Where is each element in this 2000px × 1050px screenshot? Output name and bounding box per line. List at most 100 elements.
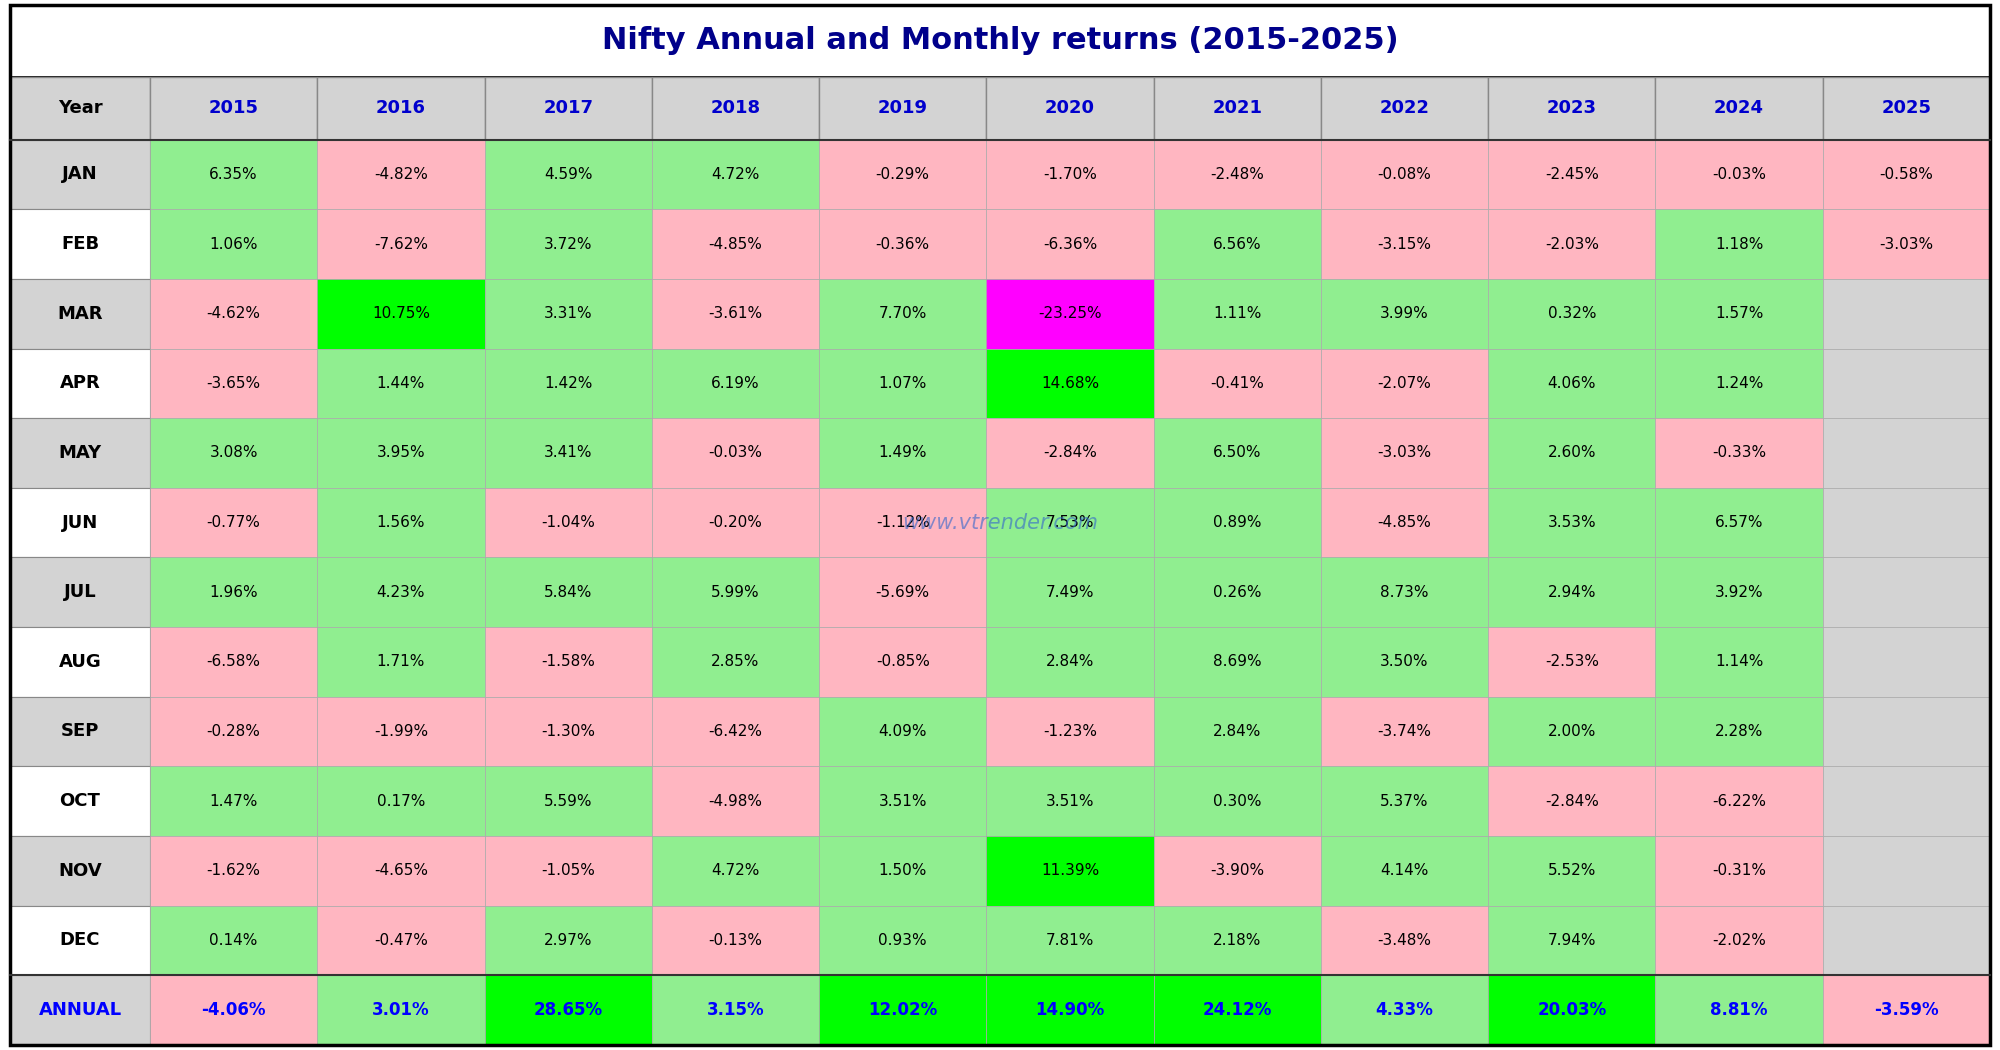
Text: -0.29%: -0.29% xyxy=(876,167,930,182)
Text: -3.03%: -3.03% xyxy=(1880,236,1934,252)
Text: 1.50%: 1.50% xyxy=(878,863,926,878)
Bar xyxy=(150,209,318,279)
Text: 7.81%: 7.81% xyxy=(1046,932,1094,948)
Bar xyxy=(652,488,820,558)
Text: -0.36%: -0.36% xyxy=(876,236,930,252)
Bar xyxy=(1656,209,1822,279)
Bar xyxy=(820,140,986,209)
Bar xyxy=(1320,349,1488,418)
Bar xyxy=(1488,766,1656,836)
Text: -0.28%: -0.28% xyxy=(206,723,260,739)
Bar xyxy=(1822,279,1990,349)
Bar xyxy=(318,209,484,279)
Text: 5.37%: 5.37% xyxy=(1380,794,1428,808)
Text: 2021: 2021 xyxy=(1212,99,1262,118)
Text: 20.03%: 20.03% xyxy=(1538,1001,1606,1018)
Bar xyxy=(1488,279,1656,349)
Bar xyxy=(652,975,820,1045)
Bar xyxy=(820,279,986,349)
Bar xyxy=(484,766,652,836)
Bar xyxy=(986,905,1154,975)
Text: 0.89%: 0.89% xyxy=(1214,516,1262,530)
Bar xyxy=(150,975,318,1045)
Text: -3.59%: -3.59% xyxy=(1874,1001,1938,1018)
Text: -23.25%: -23.25% xyxy=(1038,307,1102,321)
Text: -1.70%: -1.70% xyxy=(1044,167,1096,182)
Text: 6.35%: 6.35% xyxy=(210,167,258,182)
Text: -0.77%: -0.77% xyxy=(206,516,260,530)
Text: -4.85%: -4.85% xyxy=(708,236,762,252)
Text: OCT: OCT xyxy=(60,792,100,810)
Text: 2.18%: 2.18% xyxy=(1214,932,1262,948)
Bar xyxy=(1822,836,1990,905)
Text: DEC: DEC xyxy=(60,931,100,949)
Text: 4.09%: 4.09% xyxy=(878,723,926,739)
Bar xyxy=(150,627,318,696)
Text: 4.06%: 4.06% xyxy=(1548,376,1596,391)
Bar xyxy=(986,975,1154,1045)
Text: -0.13%: -0.13% xyxy=(708,932,762,948)
Bar xyxy=(986,140,1154,209)
Bar xyxy=(484,279,652,349)
Bar xyxy=(10,975,150,1045)
Bar xyxy=(1822,140,1990,209)
Text: -1.12%: -1.12% xyxy=(876,516,930,530)
Text: 1.49%: 1.49% xyxy=(878,445,926,461)
Text: 3.31%: 3.31% xyxy=(544,307,592,321)
Bar xyxy=(10,279,150,349)
Bar xyxy=(986,209,1154,279)
Bar xyxy=(10,905,150,975)
Text: -0.20%: -0.20% xyxy=(708,516,762,530)
Text: -4.62%: -4.62% xyxy=(206,307,260,321)
Text: FEB: FEB xyxy=(60,235,100,253)
Text: 1.06%: 1.06% xyxy=(210,236,258,252)
Text: 2022: 2022 xyxy=(1380,99,1430,118)
Bar xyxy=(1488,696,1656,766)
Text: -4.65%: -4.65% xyxy=(374,863,428,878)
Bar xyxy=(652,905,820,975)
Text: 1.42%: 1.42% xyxy=(544,376,592,391)
Bar xyxy=(150,696,318,766)
Text: 3.99%: 3.99% xyxy=(1380,307,1428,321)
Text: 3.08%: 3.08% xyxy=(210,445,258,461)
Bar xyxy=(986,349,1154,418)
Bar xyxy=(1822,558,1990,627)
Text: 2.94%: 2.94% xyxy=(1548,585,1596,600)
Bar xyxy=(820,488,986,558)
Bar xyxy=(484,488,652,558)
Bar xyxy=(986,558,1154,627)
Text: -1.58%: -1.58% xyxy=(542,654,596,669)
Text: JUN: JUN xyxy=(62,513,98,531)
Bar xyxy=(652,766,820,836)
Text: -2.07%: -2.07% xyxy=(1378,376,1432,391)
Bar xyxy=(1656,558,1822,627)
Text: 6.56%: 6.56% xyxy=(1212,236,1262,252)
Text: 0.17%: 0.17% xyxy=(376,794,426,808)
Text: -0.33%: -0.33% xyxy=(1712,445,1766,461)
Bar xyxy=(10,349,150,418)
Text: -6.42%: -6.42% xyxy=(708,723,762,739)
Bar xyxy=(1822,905,1990,975)
Text: -0.08%: -0.08% xyxy=(1378,167,1432,182)
Text: 2019: 2019 xyxy=(878,99,928,118)
Text: -1.30%: -1.30% xyxy=(542,723,596,739)
Bar xyxy=(10,140,150,209)
Bar xyxy=(652,836,820,905)
Bar xyxy=(1154,349,1320,418)
Bar xyxy=(1154,488,1320,558)
Text: SEP: SEP xyxy=(60,722,100,740)
Bar xyxy=(10,418,150,488)
Text: 4.33%: 4.33% xyxy=(1376,1001,1434,1018)
Bar xyxy=(1488,77,1656,140)
Text: 0.93%: 0.93% xyxy=(878,932,928,948)
Text: 8.73%: 8.73% xyxy=(1380,585,1428,600)
Text: 14.90%: 14.90% xyxy=(1036,1001,1104,1018)
Bar xyxy=(318,975,484,1045)
Bar xyxy=(150,905,318,975)
Bar xyxy=(318,905,484,975)
Bar xyxy=(1320,836,1488,905)
Text: -2.02%: -2.02% xyxy=(1712,932,1766,948)
Text: 5.52%: 5.52% xyxy=(1548,863,1596,878)
Bar xyxy=(484,140,652,209)
Text: 3.53%: 3.53% xyxy=(1548,516,1596,530)
